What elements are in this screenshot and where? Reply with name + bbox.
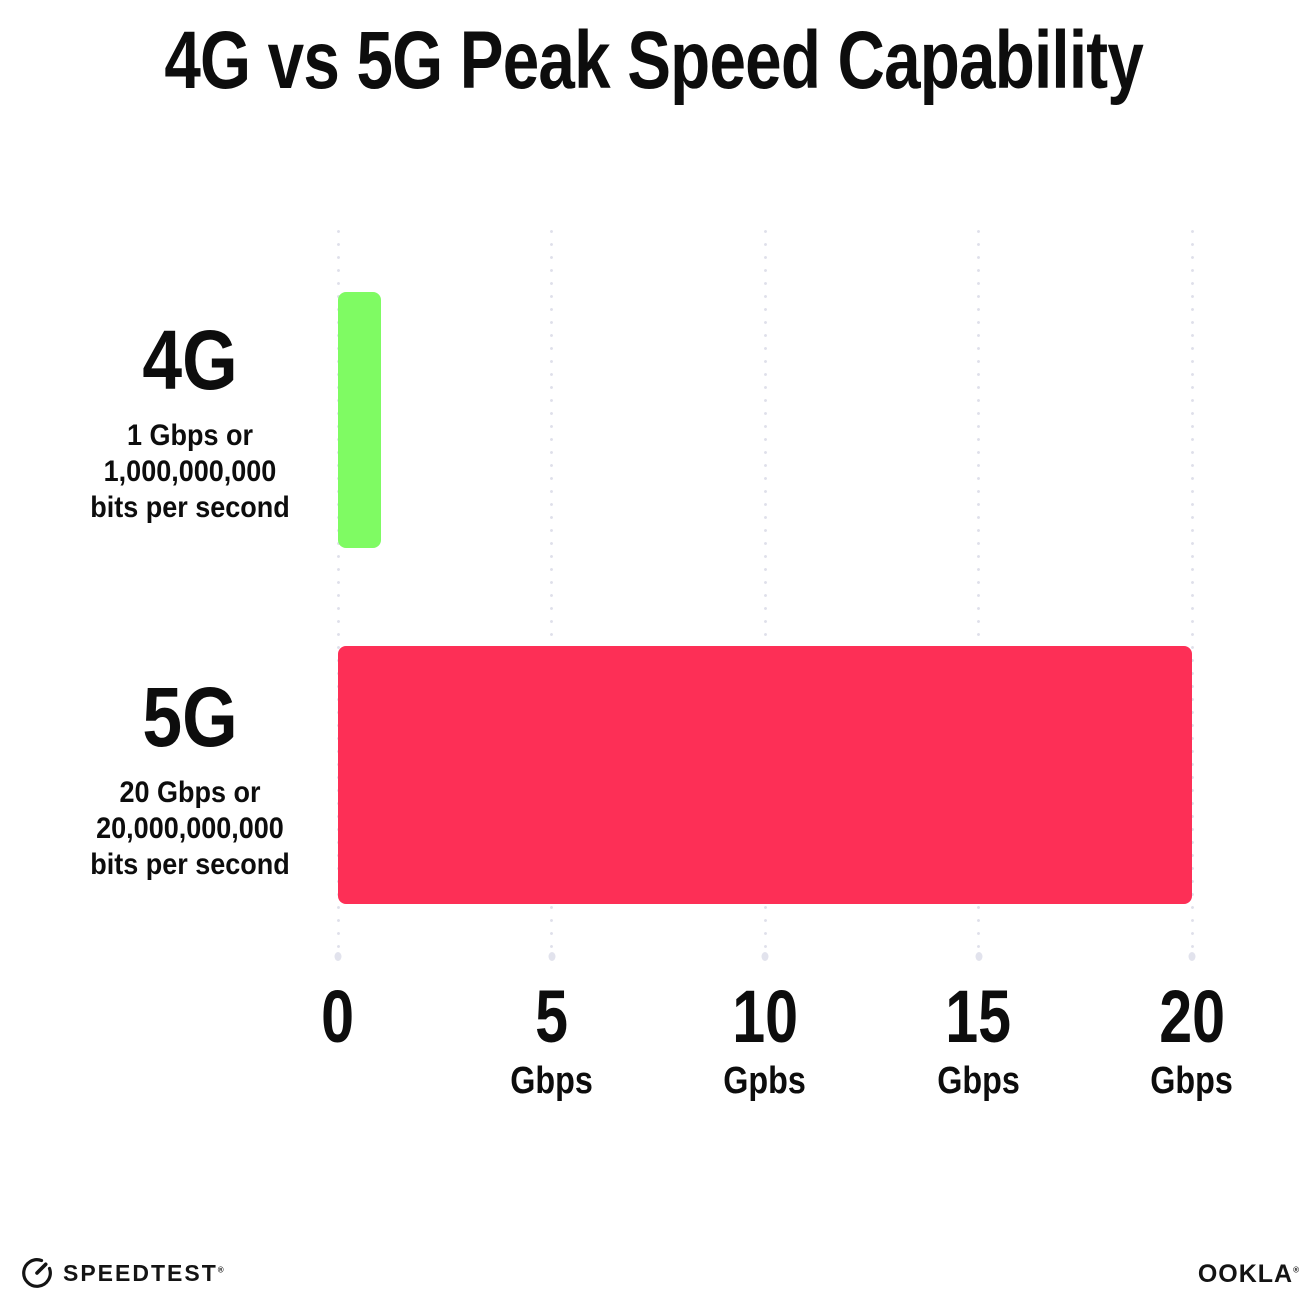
category-label-4g: 4G 1 Gbps or 1,000,000,000 bits per seco… — [40, 318, 340, 526]
x-axis: 0 5 Gbps 10 Gpbs 15 Gbps 20 Gbps — [0, 980, 1308, 1110]
page-title-text: 4G vs 5G Peak Speed Capability — [164, 15, 1144, 106]
ookla-wordmark: OOKLA® — [1197, 1260, 1300, 1288]
x-tick-0: 0 — [218, 980, 458, 1100]
bar-4g — [338, 292, 381, 548]
category-name-5g: 5G — [142, 670, 238, 764]
gridline-5 — [550, 225, 553, 958]
gridline-15 — [977, 225, 980, 958]
speedtest-trademark-mark: ® — [217, 1264, 226, 1274]
bar-5g — [338, 646, 1192, 904]
x-tick-15: 15 Gbps — [859, 975, 1099, 1102]
speedtest-logo: SPEEDTEST® — [20, 1256, 226, 1290]
x-tick-value: 15 — [945, 975, 1012, 1058]
gridline-0 — [336, 225, 340, 958]
x-tick-5: 5 Gbps — [432, 975, 672, 1102]
x-tick-unit: Gbps — [937, 1060, 1020, 1102]
x-tick-value: 5 — [535, 975, 568, 1058]
x-tick-unit: Gbps — [510, 1060, 593, 1102]
x-tick-value: 20 — [1159, 975, 1225, 1058]
sublabel-line: 1 Gbps or — [126, 419, 254, 452]
category-label-5g: 5G 20 Gbps or 20,000,000,000 bits per se… — [40, 675, 340, 883]
sublabel-line: bits per second — [90, 491, 290, 524]
sublabel-line: 20,000,000,000 — [96, 812, 284, 845]
ookla-trademark-mark: ® — [1293, 1265, 1300, 1275]
plot-area — [336, 225, 1194, 958]
sublabel-line: 20 Gbps or — [119, 776, 261, 809]
category-sublabel-4g: 1 Gbps or 1,000,000,000 bits per second — [55, 418, 325, 526]
x-tick-10: 10 Gpbs — [645, 975, 885, 1102]
ookla-logo: OOKLA® — [1198, 1260, 1300, 1289]
gridline-10 — [763, 225, 767, 958]
sublabel-line: bits per second — [90, 848, 290, 881]
x-tick-unit: Gpbs — [723, 1060, 807, 1102]
sublabel-line: 1,000,000,000 — [103, 455, 277, 488]
x-tick-value: 10 — [732, 975, 798, 1058]
category-name-4g: 4G — [142, 313, 238, 407]
x-tick-unit: Gbps — [1150, 1060, 1234, 1102]
x-tick-20: 20 Gbps — [1072, 975, 1308, 1102]
speedtest-wordmark: SPEEDTEST® — [63, 1259, 226, 1286]
speedtest-gauge-icon — [20, 1256, 54, 1290]
page-title: 4G vs 5G Peak Speed Capability — [0, 15, 1308, 106]
category-sublabel-5g: 20 Gbps or 20,000,000,000 bits per secon… — [55, 775, 325, 883]
gridline-20 — [1190, 225, 1194, 958]
x-tick-value: 0 — [321, 975, 355, 1058]
